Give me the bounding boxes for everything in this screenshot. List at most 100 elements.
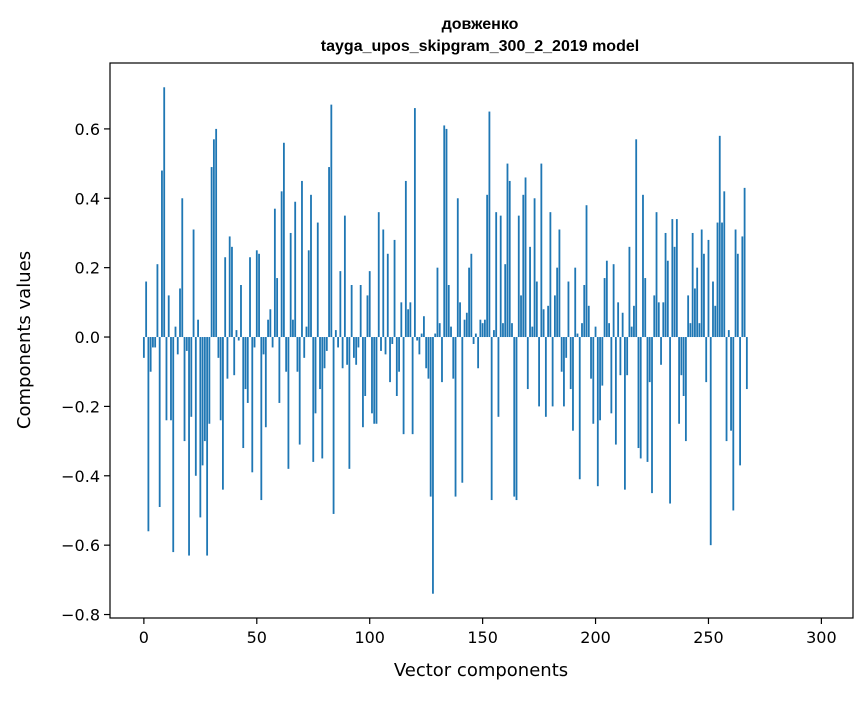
bar-170: [526, 337, 529, 390]
bar-102: [373, 337, 376, 424]
bar-13: [172, 337, 175, 553]
plot-area-frame: [109, 62, 854, 619]
bar-127: [429, 337, 432, 497]
y-tick-label-4: 0.0: [75, 328, 100, 347]
x-tick-label-0: 0: [139, 628, 149, 647]
bar-0: [142, 337, 145, 358]
bar-189: [569, 337, 572, 390]
bar-3: [149, 337, 152, 372]
bar-249: [705, 337, 708, 383]
bar-15: [176, 337, 179, 355]
bar-180: [549, 212, 552, 338]
bar-243: [691, 232, 694, 338]
bar-252: [712, 281, 714, 338]
x-axis-ticks: 0 50 100 150 200 250 300: [139, 618, 837, 647]
bar-124: [423, 316, 425, 338]
bar-224: [648, 337, 651, 383]
bar-183: [556, 267, 559, 338]
bar-162: [508, 180, 511, 338]
bar-110: [391, 337, 394, 344]
bar-27: [203, 337, 206, 442]
bar-191: [574, 267, 577, 338]
bar-113: [398, 337, 400, 372]
bar-160: [504, 264, 507, 338]
bar-181: [551, 337, 554, 407]
bar-5: [154, 337, 157, 348]
bar-255: [718, 135, 721, 338]
bar-125: [425, 337, 428, 369]
bar-144: [468, 267, 470, 338]
bar-48: [251, 337, 254, 473]
bar-202: [599, 337, 601, 421]
bar-141: [461, 337, 464, 483]
bar-164: [513, 337, 516, 497]
bar-10: [165, 337, 168, 421]
bar-143: [465, 312, 468, 338]
bar-222: [644, 278, 647, 338]
bar-221: [642, 194, 644, 338]
bar-145: [470, 253, 473, 338]
bar-150: [481, 323, 484, 338]
bar-9: [163, 87, 166, 338]
x-tick-label-250: 250: [693, 628, 724, 647]
bar-54: [264, 337, 267, 428]
bar-203: [601, 337, 604, 386]
bar-218: [635, 139, 638, 338]
bar-206: [608, 323, 610, 338]
bar-133: [443, 125, 446, 338]
bar-75: [312, 337, 315, 462]
bar-40: [233, 337, 236, 376]
bar-174: [535, 281, 538, 338]
bar-217: [633, 305, 635, 338]
bar-220: [639, 337, 642, 459]
bar-39: [231, 246, 233, 338]
bar-28: [206, 337, 209, 556]
bar-228: [657, 302, 660, 338]
bar-151: [483, 319, 486, 338]
bar-251: [709, 337, 712, 546]
bar-154: [490, 337, 493, 501]
bar-219: [637, 337, 640, 449]
bar-182: [553, 295, 556, 338]
bar-114: [400, 302, 403, 338]
bar-69: [298, 337, 301, 445]
bar-117: [407, 309, 410, 338]
bar-238: [680, 337, 683, 376]
bar-234: [671, 219, 674, 338]
bar-55: [267, 319, 269, 338]
bar-109: [389, 337, 391, 383]
bar-83: [330, 104, 333, 338]
bar-215: [628, 246, 631, 338]
bar-173: [533, 198, 536, 338]
bar-184: [558, 229, 561, 338]
bar-115: [402, 337, 405, 435]
bar-86: [337, 337, 339, 348]
bar-84: [332, 337, 335, 514]
bar-168: [522, 194, 525, 338]
chart-title: довженко: [442, 16, 519, 33]
bar-171: [529, 246, 531, 338]
bar-76: [314, 337, 317, 414]
bar-89: [343, 215, 346, 338]
bar-237: [678, 337, 681, 424]
bar-65: [289, 232, 292, 338]
bar-152: [486, 194, 489, 338]
y-tick-label-7: 0.6: [75, 120, 100, 139]
bar-99: [366, 295, 369, 338]
bar-210: [617, 302, 620, 338]
bar-14: [174, 326, 177, 338]
bar-261: [732, 337, 735, 511]
bar-193: [578, 337, 581, 480]
bar-148: [477, 337, 480, 369]
bar-209: [614, 337, 617, 445]
bar-96: [359, 285, 362, 338]
bar-47: [249, 257, 251, 338]
bar-175: [538, 337, 540, 407]
bar-17: [181, 198, 184, 338]
bar-254: [716, 222, 719, 338]
bar-78: [319, 337, 321, 390]
bar-6: [156, 264, 159, 338]
bar-121: [416, 337, 419, 341]
bar-142: [463, 319, 466, 338]
bar-223: [646, 337, 649, 462]
